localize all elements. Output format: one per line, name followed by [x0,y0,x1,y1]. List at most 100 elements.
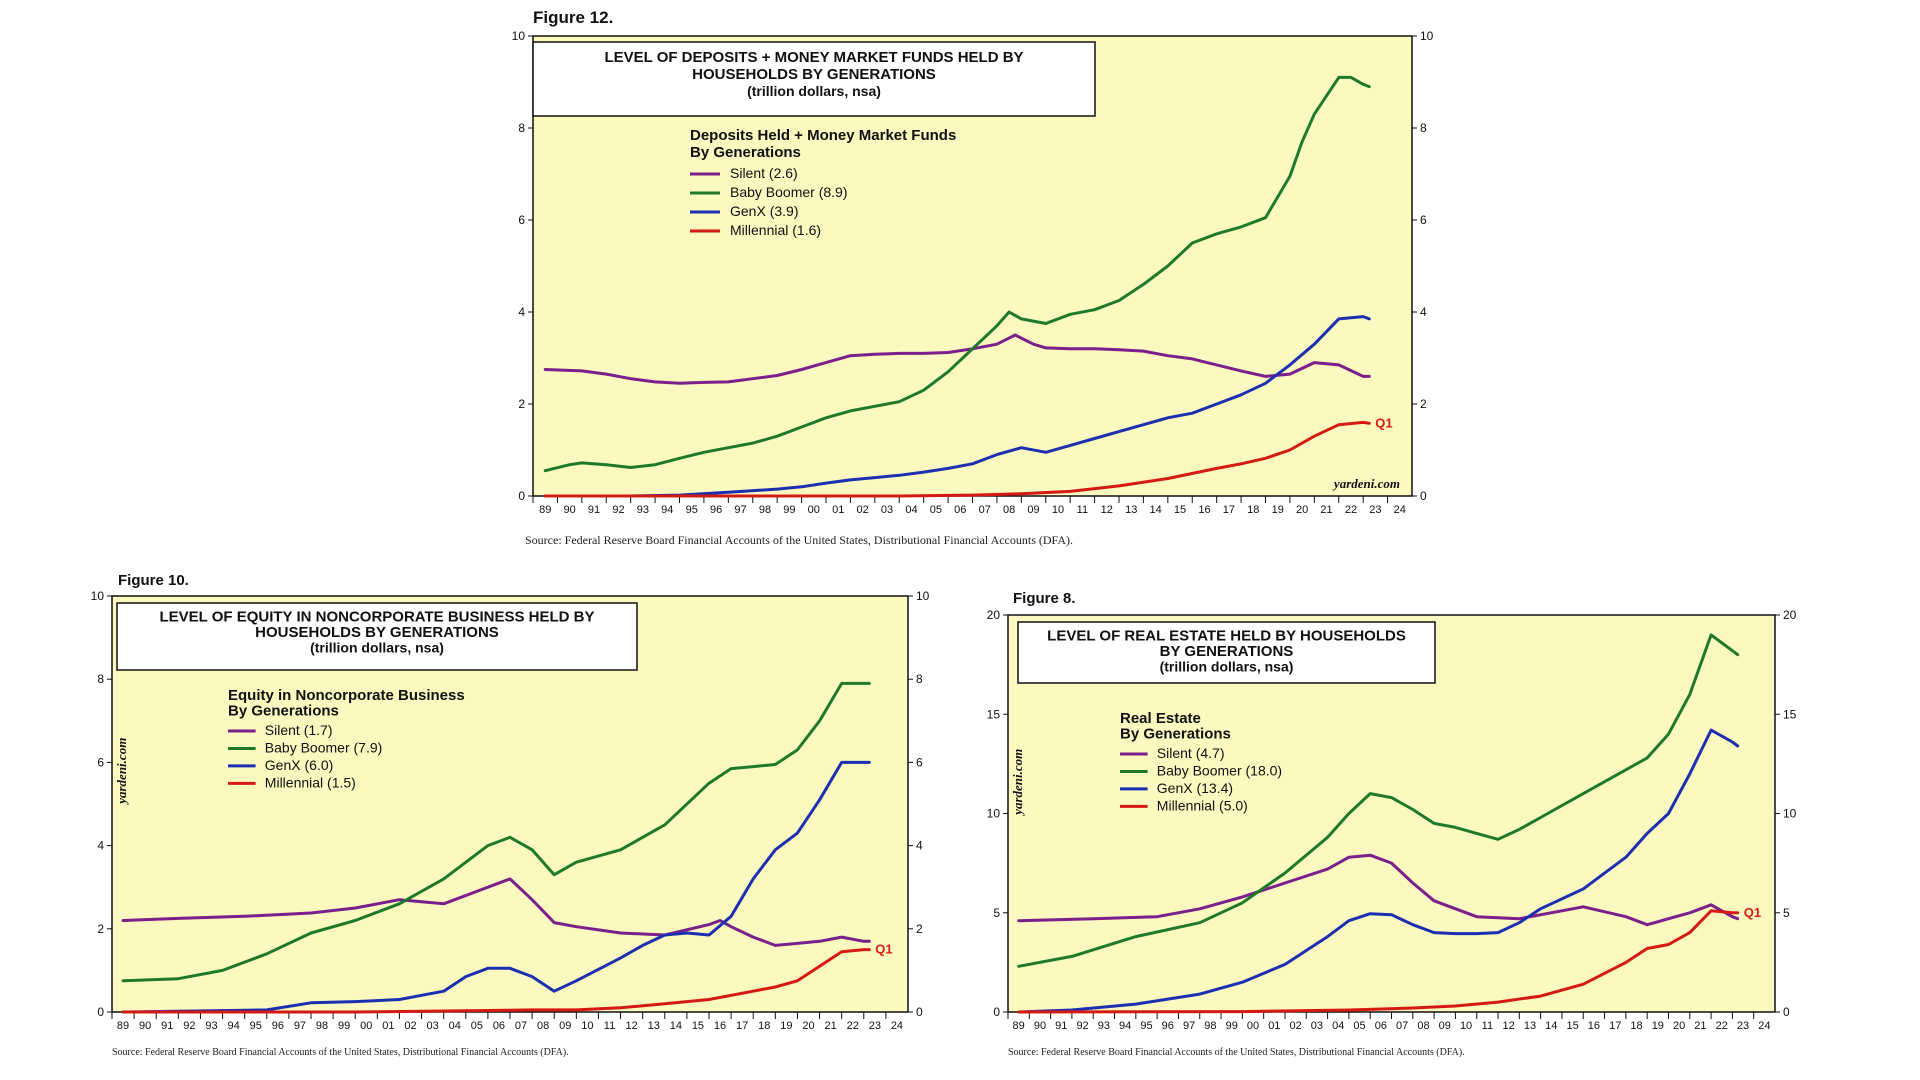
fig12-ytick-label-right: 10 [1420,29,1434,43]
fig12-xtick-label: 03 [881,504,893,516]
fig12-legend-label-millennial: Millennial (1.6) [730,222,821,238]
fig10-xtick-label: 16 [714,1020,726,1032]
fig10-ytick-label-left: 2 [97,922,104,936]
fig8-legend-label-baby-boomer: Baby Boomer (18.0) [1157,762,1282,778]
fig12-label: Figure 12. [533,8,614,27]
fig12-xtick-label: 04 [905,504,917,516]
fig8-xtick-label: 99 [1226,1020,1238,1032]
fig12-xtick-label: 01 [832,504,844,516]
fig10-ytick-label-right: 10 [916,589,930,603]
fig10-ytick-label-right: 8 [916,672,923,686]
fig10-ytick-label-right: 6 [916,755,923,769]
fig10-xtick-label: 14 [670,1020,682,1032]
fig8-ytick-label-right: 15 [1783,707,1797,721]
fig10-ytick-label-right: 0 [916,1005,923,1019]
fig8-xtick-label: 89 [1013,1020,1025,1032]
fig10-xtick-label: 19 [780,1020,792,1032]
fig8-xtick-label: 24 [1758,1020,1770,1032]
fig10-xtick-label: 92 [183,1020,195,1032]
fig10-xtick-label: 15 [692,1020,704,1032]
fig10-xtick-label: 95 [250,1020,262,1032]
fig12-title-line: LEVEL OF DEPOSITS + MONEY MARKET FUNDS H… [604,49,1023,66]
fig10-xtick-label: 24 [891,1020,903,1032]
fig10-subtitle: (trillion dollars, nsa) [310,640,444,656]
fig12-xtick-label: 15 [1174,504,1186,516]
fig12-xtick-label: 14 [1150,504,1162,516]
fig10-xtick-label: 08 [537,1020,549,1032]
fig8-xtick-label: 22 [1716,1020,1728,1032]
fig8-xtick-label: 95 [1140,1020,1152,1032]
fig10-xtick-label: 89 [117,1020,129,1032]
fig10-title-box [116,602,638,671]
fig12-xtick-label: 24 [1394,504,1406,516]
fig12-xtick-label: 17 [1223,504,1235,516]
fig12-ytick-label-right: 8 [1420,121,1427,135]
fig10-source: Source: Federal Reserve Board Financial … [112,1047,569,1058]
fig8-xtick-label: 02 [1290,1020,1302,1032]
fig8-ytick-label-left: 15 [987,707,1001,721]
fig8-xtick-label: 98 [1204,1020,1216,1032]
fig12-xtick-label: 13 [1125,504,1137,516]
fig8-label: Figure 8. [1013,590,1076,607]
fig8-ytick-label-right: 0 [1783,1005,1790,1019]
fig10-ytick-label-left: 0 [97,1005,104,1019]
fig10-xtick-label: 94 [227,1020,239,1032]
fig12-xtick-label: 05 [930,504,942,516]
fig8-xtick-label: 08 [1417,1020,1429,1032]
fig12-xtick-label: 97 [734,504,746,516]
fig12-series-silent [543,333,1371,385]
fig12-ytick-label-left: 8 [518,121,525,135]
fig10-xtick-label: 10 [581,1020,593,1032]
fig10-xtick-label: 96 [272,1020,284,1032]
fig10-series-millennial [121,948,871,1014]
fig12-ytick-label-left: 4 [518,305,525,319]
fig12-xtick-label: 90 [564,504,576,516]
fig8-series-baby-boomer [1017,633,1740,968]
fig10-xtick-label: 01 [382,1020,394,1032]
fig12-legend-title: By Generations [690,144,801,161]
fig8-xtick-label: 14 [1545,1020,1557,1032]
fig8-xtick-label: 93 [1098,1020,1110,1032]
fig10-xtick-label: 21 [824,1020,836,1032]
fig12-title-line: HOUSEHOLDS BY GENERATIONS [692,66,936,83]
fig8-legend-label-genx: GenX (13.4) [1157,780,1233,796]
fig10-xtick-label: 00 [360,1020,372,1032]
fig12-xtick-label: 06 [954,504,966,516]
fig10-series-silent [121,877,871,947]
fig12-xtick-label: 08 [1003,504,1015,516]
fig12-xtick-label: 21 [1320,504,1332,516]
fig8-title-line: LEVEL OF REAL ESTATE HELD BY HOUSEHOLDS [1047,627,1406,644]
fig8-ytick-label-right: 20 [1783,608,1797,622]
fig12-series-millennial [543,420,1371,498]
fig12-legend-label-genx: GenX (3.9) [730,203,798,219]
fig8-xtick-label: 15 [1566,1020,1578,1032]
fig8-xtick-label: 06 [1375,1020,1387,1032]
fig12-xtick-label: 00 [808,504,820,516]
fig12-ytick-label-right: 2 [1420,397,1427,411]
fig8-title-box [1017,621,1436,684]
fig8-xtick-label: 21 [1694,1020,1706,1032]
fig12-watermark: yardeni.com [1332,476,1400,491]
fig12-ytick-label-left: 0 [518,489,525,503]
fig10-legend-label-millennial: Millennial (1.5) [265,774,356,790]
fig8-xtick-label: 16 [1588,1020,1600,1032]
fig12-legend-title: Deposits Held + Money Market Funds [690,127,956,144]
fig12-xtick-label: 19 [1272,504,1284,516]
fig8-xtick-label: 90 [1034,1020,1046,1032]
fig8-title-line: BY GENERATIONS [1160,643,1294,660]
fig10-xtick-label: 91 [161,1020,173,1032]
fig8-xtick-label: 91 [1055,1020,1067,1032]
fig8-xtick-label: 18 [1630,1020,1642,1032]
fig8-legend-label-silent: Silent (4.7) [1157,745,1225,761]
fig8-xtick-label: 00 [1247,1020,1259,1032]
fig10-q1-label: Q1 [875,942,892,957]
fig8-legend-title: Real Estate [1120,710,1201,727]
fig10-xtick-label: 20 [802,1020,814,1032]
fig12-xtick-label: 12 [1101,504,1113,516]
fig8-series-genx [1017,728,1740,1014]
fig8-xtick-label: 05 [1353,1020,1365,1032]
fig8-ytick-label-right: 5 [1783,906,1790,920]
fig8-legend-label-millennial: Millennial (5.0) [1157,797,1248,813]
fig10-series-genx [121,760,871,1014]
